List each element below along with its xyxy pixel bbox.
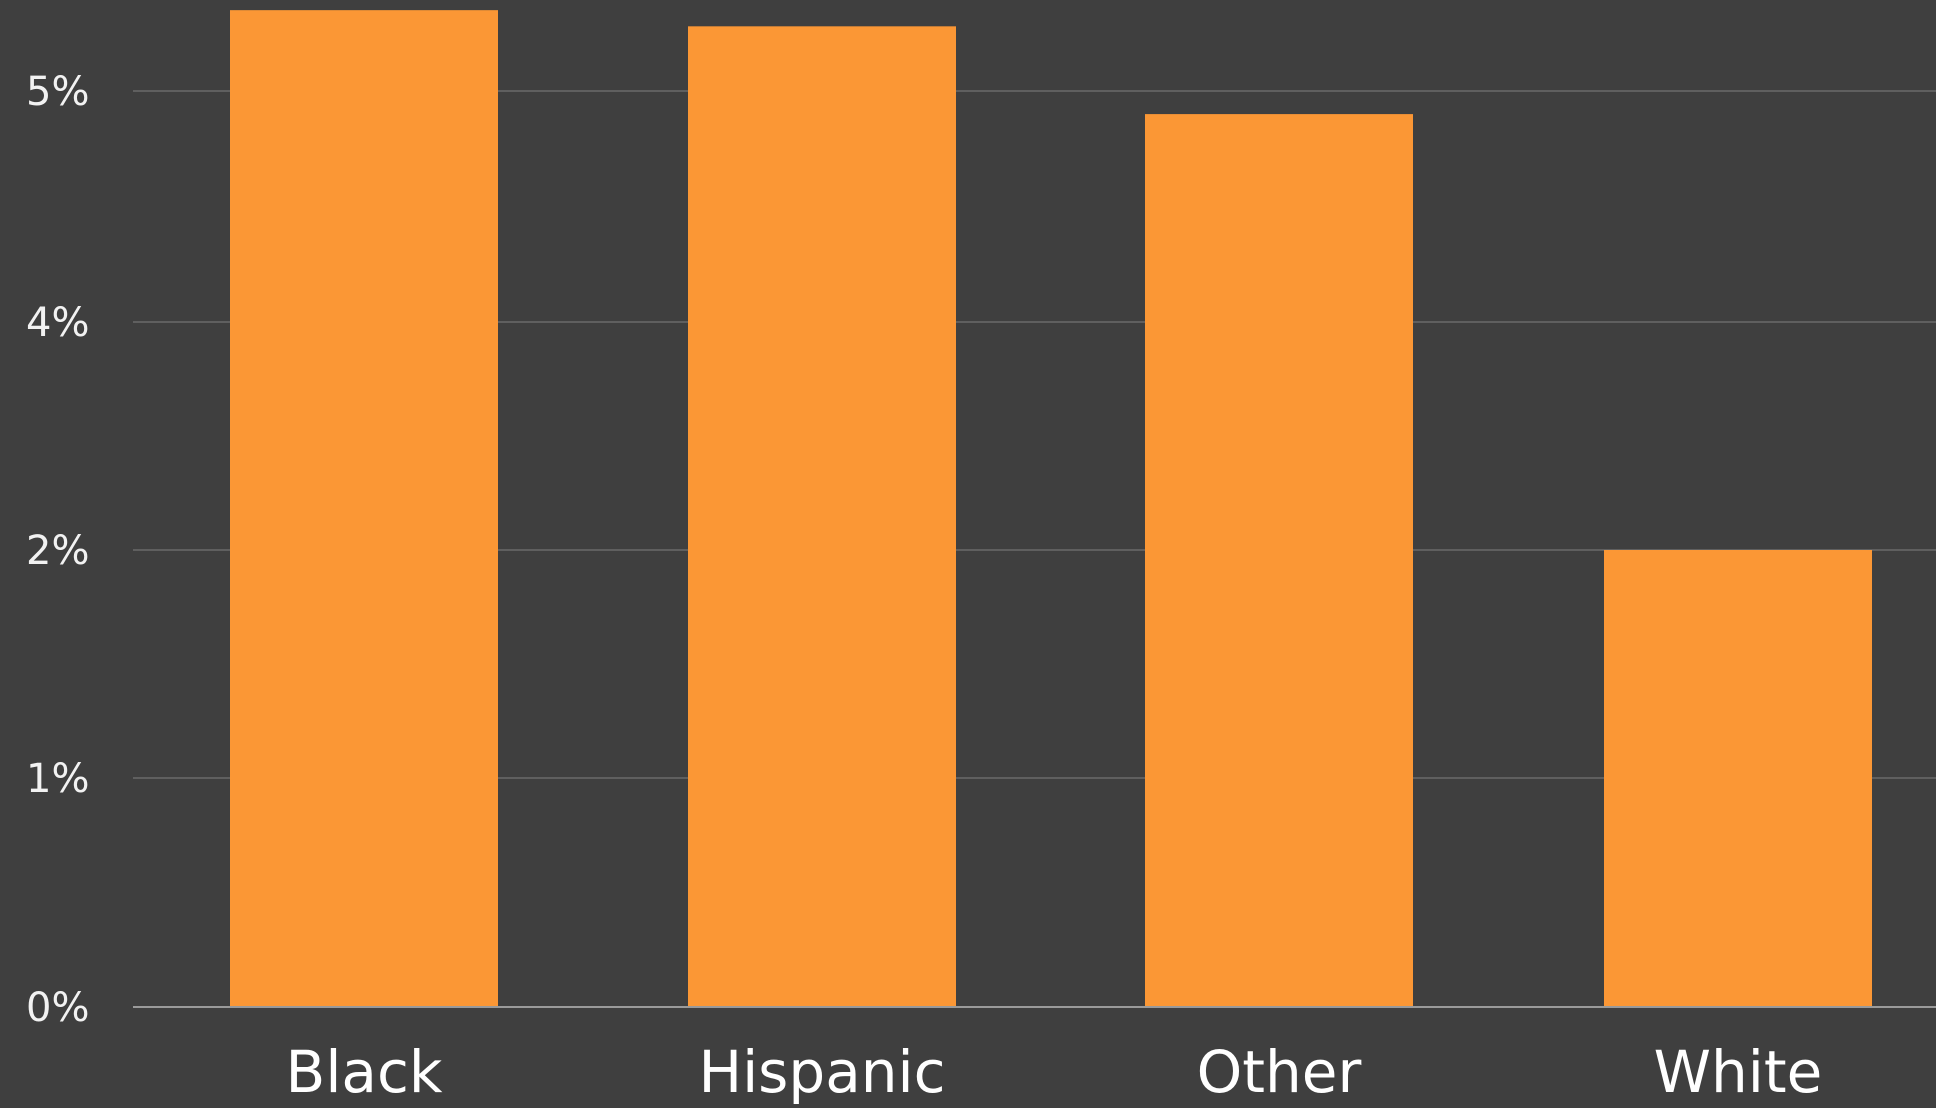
x-category-label: Hispanic	[698, 1038, 945, 1106]
y-tick-label: 1%	[26, 756, 89, 802]
y-axis-tick-labels: 0% 1% 2% 4% 5%	[26, 69, 89, 1031]
bar-hispanic	[688, 26, 956, 1007]
x-category-label: Other	[1197, 1038, 1362, 1106]
bar-white	[1604, 550, 1872, 1007]
x-category-label: Black	[286, 1038, 443, 1106]
x-category-label: White	[1654, 1038, 1823, 1106]
y-tick-label: 0%	[26, 985, 89, 1031]
bars	[230, 10, 1872, 1008]
y-tick-label: 4%	[26, 300, 89, 346]
y-tick-label: 5%	[26, 69, 89, 115]
bar-black	[230, 10, 498, 1007]
bar-other	[1145, 114, 1413, 1008]
y-tick-label: 2%	[26, 528, 89, 574]
x-axis-category-labels: Black Hispanic Other White	[286, 1038, 1823, 1106]
